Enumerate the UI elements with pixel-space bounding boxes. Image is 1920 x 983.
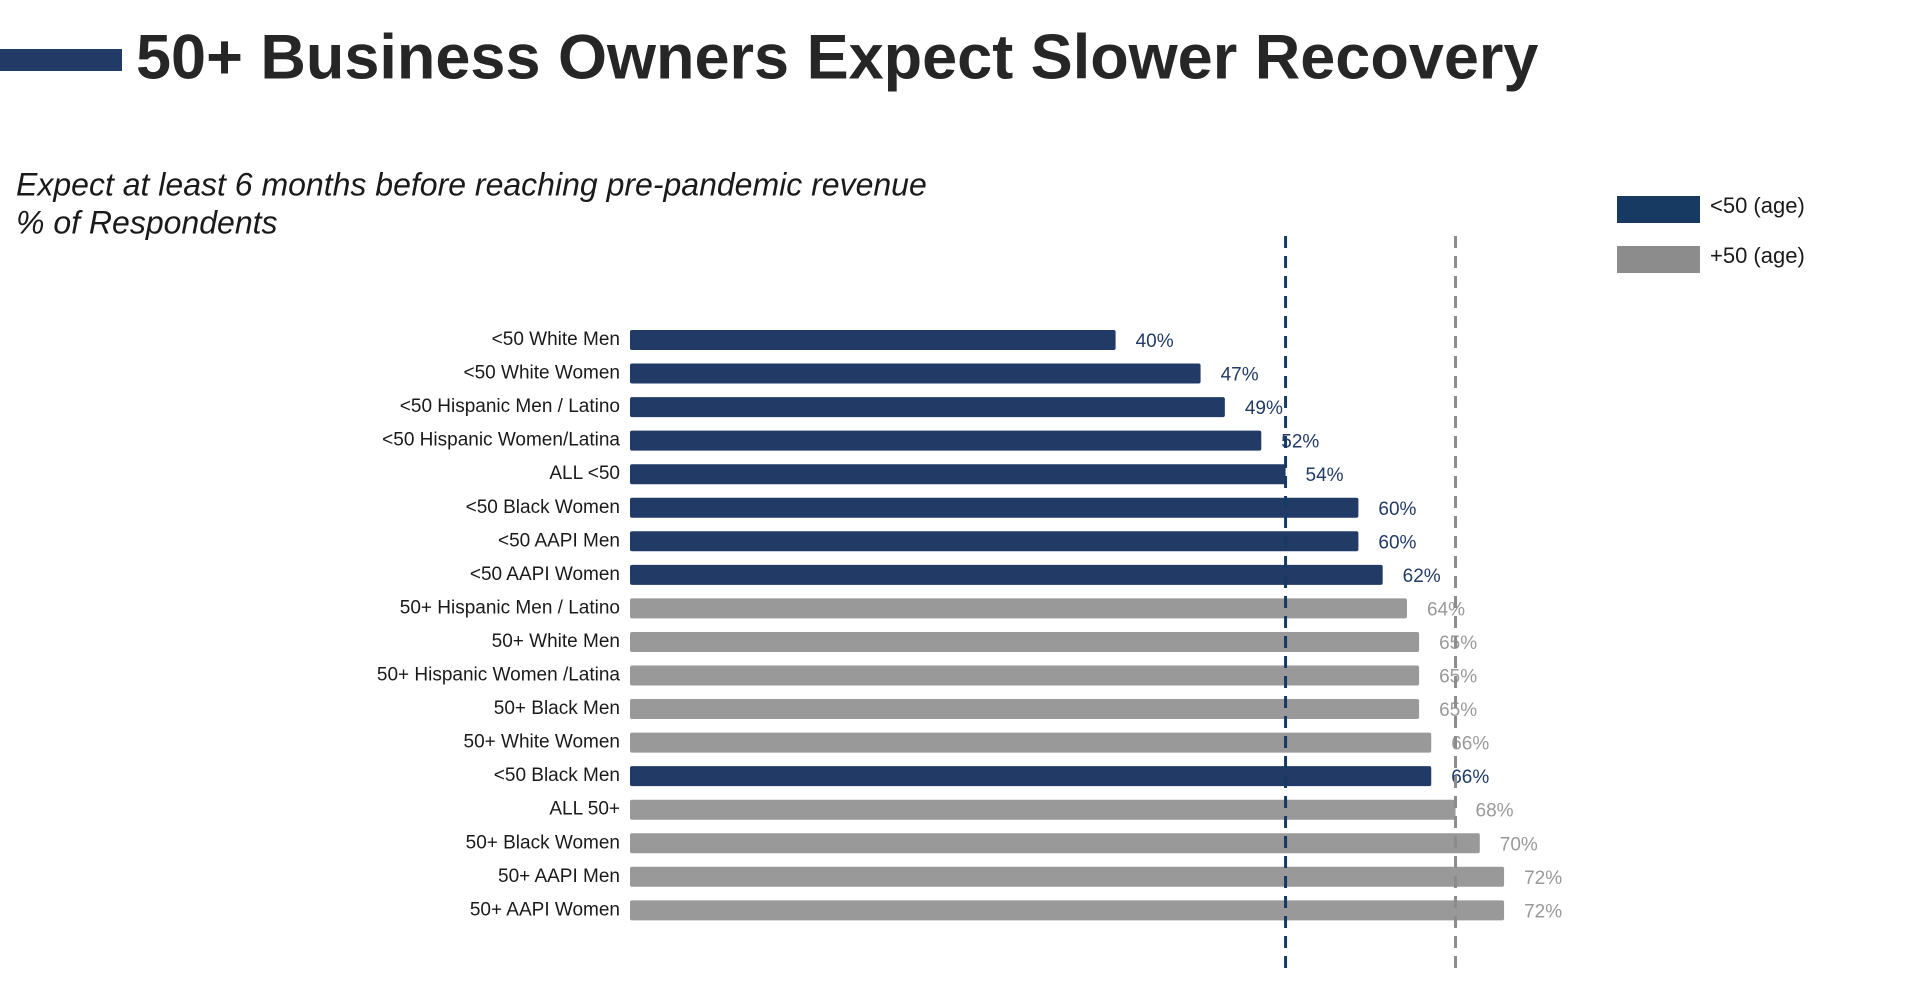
legend-label: +50 (age) xyxy=(1710,243,1805,268)
legend-label: <50 (age) xyxy=(1710,193,1805,218)
subtitle: Expect at least 6 months before reaching… xyxy=(16,166,927,202)
units-label: % of Respondents xyxy=(16,204,278,240)
bar xyxy=(630,598,1407,619)
bar xyxy=(630,363,1201,384)
value-label: 72% xyxy=(1524,868,1562,889)
bar xyxy=(630,430,1262,451)
category-label: ALL <50 xyxy=(549,463,620,484)
value-label: 65% xyxy=(1439,633,1477,654)
value-label: 62% xyxy=(1403,566,1441,587)
value-label: 72% xyxy=(1524,901,1562,922)
category-label: <50 AAPI Women xyxy=(470,564,620,585)
value-label: 68% xyxy=(1476,801,1514,822)
category-label: ALL 50+ xyxy=(549,799,620,820)
bar xyxy=(630,330,1116,350)
value-label: 65% xyxy=(1439,667,1477,688)
value-label: 65% xyxy=(1439,700,1477,721)
value-label: 40% xyxy=(1136,331,1174,352)
bar xyxy=(630,631,1420,652)
bar xyxy=(630,799,1456,820)
bar xyxy=(630,464,1286,485)
value-label: 60% xyxy=(1378,499,1416,520)
title-accent xyxy=(0,49,122,71)
category-label: 50+ White Men xyxy=(492,631,620,652)
bar xyxy=(630,497,1359,518)
value-label: 54% xyxy=(1306,465,1344,486)
category-label: <50 Hispanic Men / Latino xyxy=(400,396,620,417)
value-label: 47% xyxy=(1221,365,1259,386)
category-label: <50 Black Women xyxy=(466,497,620,518)
bar xyxy=(630,397,1225,418)
category-label: 50+ Black Women xyxy=(466,832,620,853)
category-label: <50 White Men xyxy=(492,329,620,350)
chart-title: 50+ Business Owners Expect Slower Recove… xyxy=(136,23,1538,93)
category-label: 50+ Black Men xyxy=(494,698,620,719)
value-label: 66% xyxy=(1451,767,1489,788)
category-label: <50 White Women xyxy=(464,363,620,384)
bar xyxy=(630,833,1480,854)
bar xyxy=(630,531,1359,552)
bar xyxy=(630,900,1505,921)
category-label: 50+ Hispanic Women /Latina xyxy=(377,665,621,686)
value-label: 66% xyxy=(1451,734,1489,755)
legend-swatch xyxy=(1617,196,1700,223)
bar xyxy=(630,732,1432,753)
bar xyxy=(630,766,1432,787)
bar xyxy=(630,665,1420,686)
category-label: <50 Hispanic Women/Latina xyxy=(382,430,620,451)
value-label: 60% xyxy=(1378,532,1416,553)
category-label: 50+ White Women xyxy=(464,732,620,753)
value-label: 70% xyxy=(1500,834,1538,855)
legend-swatch xyxy=(1617,246,1700,273)
category-label: 50+ AAPI Men xyxy=(498,866,620,887)
value-label: 49% xyxy=(1245,398,1283,419)
bar xyxy=(630,866,1505,887)
bar xyxy=(630,699,1420,720)
bar xyxy=(630,564,1383,585)
category-label: <50 Black Men xyxy=(494,765,620,786)
category-label: <50 AAPI Men xyxy=(498,530,620,551)
category-label: 50+ Hispanic Men / Latino xyxy=(400,597,620,618)
value-label: 52% xyxy=(1281,432,1319,453)
value-label: 64% xyxy=(1427,599,1465,620)
category-label: 50+ AAPI Women xyxy=(470,899,620,920)
